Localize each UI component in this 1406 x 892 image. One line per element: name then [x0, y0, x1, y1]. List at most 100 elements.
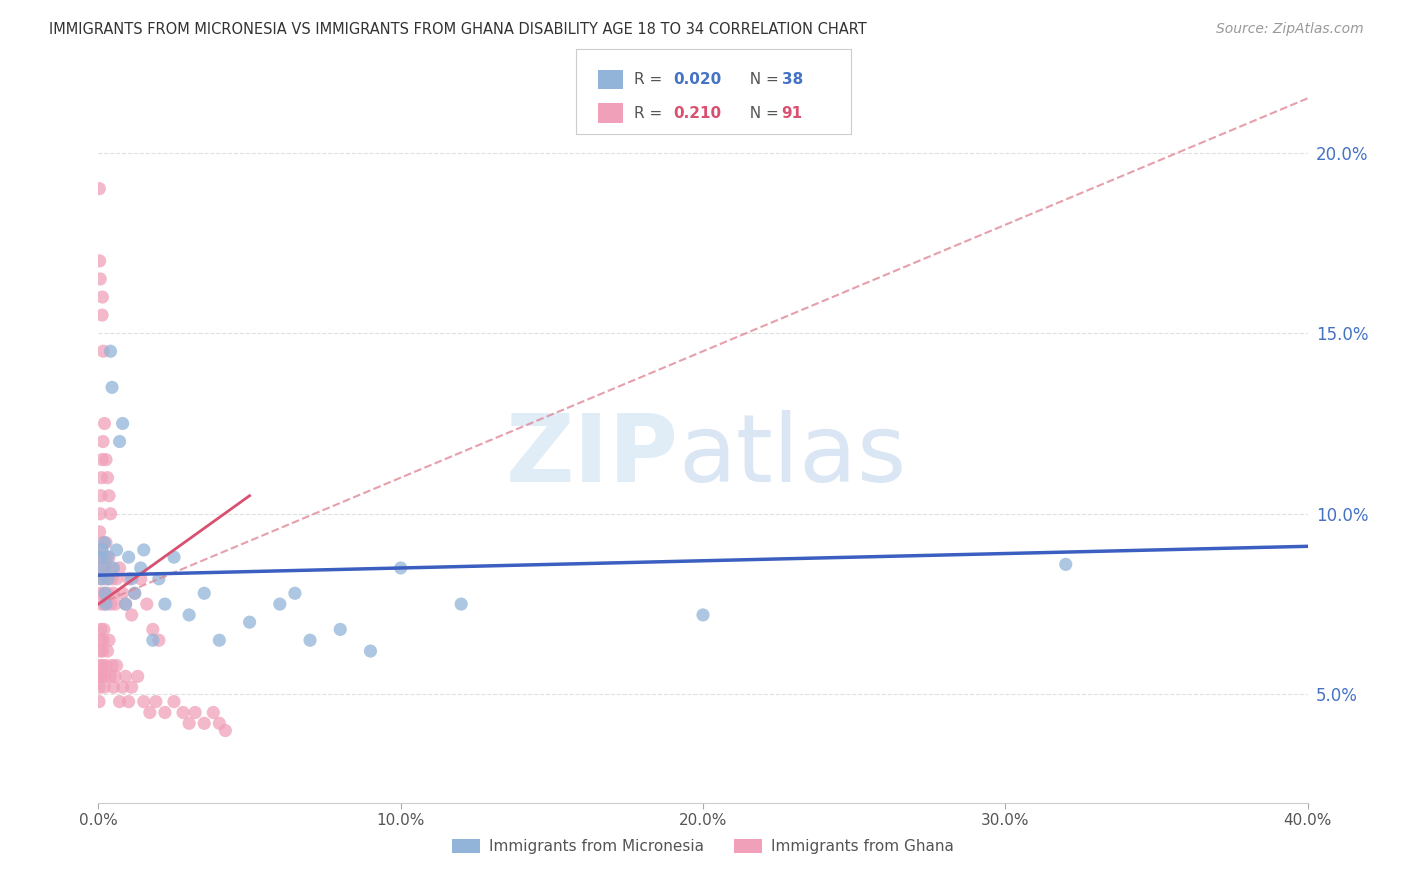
Point — [389, 561, 412, 575]
Point — [124, 586, 146, 600]
Point — [93, 680, 115, 694]
Point — [91, 344, 114, 359]
Point — [90, 542, 112, 557]
Point — [450, 597, 472, 611]
Text: IMMIGRANTS FROM MICRONESIA VS IMMIGRANTS FROM GHANA DISABILITY AGE 18 TO 34 CORR: IMMIGRANTS FROM MICRONESIA VS IMMIGRANTS… — [49, 22, 868, 37]
Point — [193, 586, 215, 600]
Point — [139, 706, 162, 720]
Point — [94, 452, 117, 467]
Point — [97, 572, 120, 586]
Point — [114, 597, 136, 611]
Point — [91, 561, 114, 575]
Point — [91, 434, 114, 449]
Point — [163, 550, 186, 565]
Point — [153, 597, 176, 611]
Point — [118, 695, 141, 709]
Point — [96, 561, 118, 575]
Point — [101, 658, 124, 673]
Point — [94, 658, 117, 673]
Point — [108, 434, 131, 449]
Point — [114, 597, 136, 611]
Text: 91: 91 — [782, 106, 803, 120]
Point — [94, 586, 117, 600]
Point — [89, 550, 111, 565]
Point — [118, 572, 141, 586]
Point — [89, 524, 111, 539]
Point — [91, 308, 114, 322]
Point — [1054, 558, 1077, 572]
Point — [93, 623, 115, 637]
Point — [93, 417, 115, 431]
Point — [179, 716, 201, 731]
Point — [127, 669, 149, 683]
Point — [129, 572, 152, 586]
Point — [94, 597, 117, 611]
Point — [103, 680, 125, 694]
Point — [214, 723, 236, 738]
Text: N =: N = — [740, 72, 783, 87]
Point — [105, 572, 128, 586]
Point — [100, 344, 122, 359]
Point — [90, 471, 112, 485]
Text: 0.210: 0.210 — [673, 106, 721, 120]
Point — [208, 716, 231, 731]
Point — [239, 615, 262, 630]
Point — [93, 572, 115, 586]
Point — [208, 633, 231, 648]
Point — [329, 623, 352, 637]
Point — [202, 706, 225, 720]
Point — [148, 633, 170, 648]
Point — [89, 181, 111, 195]
Point — [135, 597, 157, 611]
Point — [124, 586, 146, 600]
Point — [121, 607, 143, 622]
Point — [96, 471, 118, 485]
Point — [101, 380, 124, 394]
Point — [104, 669, 127, 683]
Point — [103, 561, 125, 575]
Point — [100, 597, 122, 611]
Point — [179, 607, 201, 622]
Text: R =: R = — [634, 106, 668, 120]
Text: 0.020: 0.020 — [673, 72, 721, 87]
Point — [193, 716, 215, 731]
Point — [91, 561, 114, 575]
Point — [94, 597, 117, 611]
Point — [118, 550, 141, 565]
Point — [132, 542, 155, 557]
Point — [104, 597, 127, 611]
Point — [184, 706, 207, 720]
Text: atlas: atlas — [679, 410, 907, 502]
Legend: Immigrants from Micronesia, Immigrants from Ghana: Immigrants from Micronesia, Immigrants f… — [446, 833, 960, 860]
Text: 38: 38 — [782, 72, 803, 87]
Point — [89, 680, 111, 694]
Point — [163, 695, 186, 709]
Point — [692, 607, 714, 622]
Point — [91, 535, 114, 549]
Point — [132, 695, 155, 709]
Point — [142, 623, 165, 637]
Point — [91, 452, 114, 467]
Point — [94, 669, 117, 683]
Point — [153, 706, 176, 720]
Point — [93, 550, 115, 565]
Point — [90, 597, 112, 611]
Point — [91, 658, 114, 673]
Point — [93, 535, 115, 549]
Point — [90, 572, 112, 586]
Point — [90, 633, 112, 648]
Point — [90, 489, 112, 503]
Point — [100, 507, 122, 521]
Text: ZIP: ZIP — [506, 410, 679, 502]
Text: N =: N = — [740, 106, 783, 120]
Point — [108, 695, 131, 709]
Point — [89, 253, 111, 268]
Point — [87, 561, 110, 575]
Point — [94, 535, 117, 549]
Point — [129, 561, 152, 575]
Point — [145, 695, 167, 709]
Point — [91, 633, 114, 648]
Point — [96, 644, 118, 658]
Point — [100, 669, 122, 683]
Point — [360, 644, 382, 658]
